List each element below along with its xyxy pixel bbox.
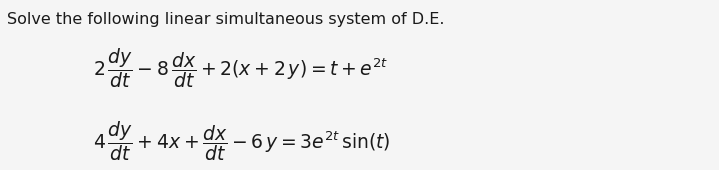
Text: Solve the following linear simultaneous system of D.E.: Solve the following linear simultaneous … [7, 12, 444, 27]
Text: $4\,\dfrac{dy}{dt} + 4x + \dfrac{dx}{dt} - 6\,y = 3e^{2t}\,\sin(t)$: $4\,\dfrac{dy}{dt} + 4x + \dfrac{dx}{dt}… [93, 119, 391, 163]
Text: $2\,\dfrac{dy}{dt} - 8\,\dfrac{dx}{dt} + 2(x + 2\,y) = t + e^{2t}$: $2\,\dfrac{dy}{dt} - 8\,\dfrac{dx}{dt} +… [93, 46, 388, 90]
